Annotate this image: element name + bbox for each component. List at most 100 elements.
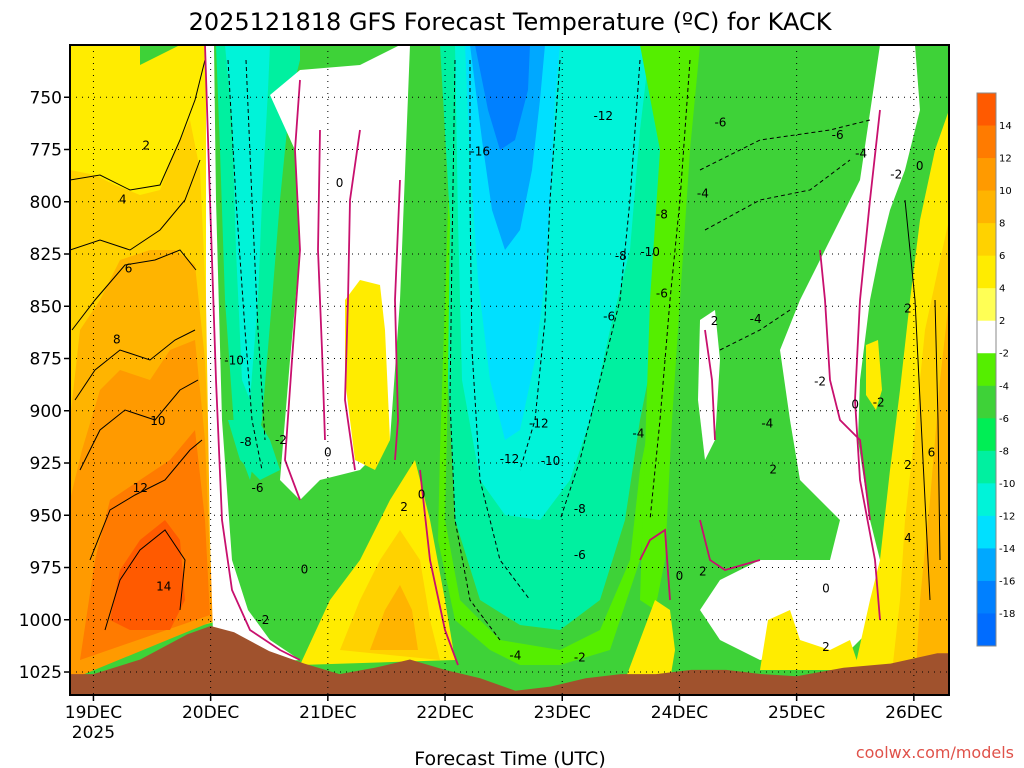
cold-region-right-light — [640, 45, 700, 610]
colorbar-swatch — [977, 418, 996, 452]
contour-label: -12 — [500, 452, 520, 466]
contour-label: -2 — [814, 374, 826, 388]
y-tick-label: 850 — [30, 297, 62, 317]
x-tick-label: 21DEC — [299, 703, 356, 723]
contour-label: -10 — [541, 454, 561, 468]
colorbar-swatch — [977, 190, 996, 224]
colorbar-swatch — [977, 483, 996, 517]
contour-label: 8 — [113, 333, 121, 347]
colorbar-label: 8 — [999, 219, 1005, 230]
colorbar-swatch — [977, 255, 996, 289]
colorbar-label: -14 — [999, 544, 1015, 555]
y-tick-label: 1000 — [19, 611, 62, 631]
colorbar-swatch — [977, 320, 996, 354]
contour-label: -8 — [615, 249, 627, 263]
colorbar-label: -12 — [999, 511, 1015, 522]
colorbar-label: 4 — [999, 284, 1005, 295]
contour-label: -4 — [509, 648, 521, 662]
contour-label: -8 — [240, 435, 252, 449]
contour-label: -4 — [632, 427, 644, 441]
colorbar-swatch — [977, 515, 996, 549]
contour-label: 0 — [916, 159, 924, 173]
colorbar-label: -8 — [999, 446, 1009, 457]
y-tick-label: 925 — [30, 454, 62, 474]
colorbar-swatch — [977, 450, 996, 484]
contour-label: -6 — [832, 128, 844, 142]
contour-label: 2 — [769, 462, 777, 476]
y-tick-label: 775 — [30, 141, 62, 161]
contour-label: 2 — [400, 500, 408, 514]
contour-label: 0 — [324, 446, 332, 460]
contour-label: 0 — [676, 569, 684, 583]
terrain-surface — [70, 626, 949, 695]
contour-label: 2 — [142, 138, 150, 152]
y-tick-label: 800 — [30, 193, 62, 213]
colorbar-label: 6 — [999, 251, 1005, 262]
contour-label: 14 — [156, 579, 171, 593]
contour-label: -4 — [855, 147, 867, 161]
contour-label: -12 — [529, 416, 549, 430]
positive-contours — [70, 59, 941, 631]
y-tick-label: 950 — [30, 506, 62, 526]
colorbar-label: -16 — [999, 576, 1015, 587]
colorbar-swatch — [977, 385, 996, 419]
contour-label: 4 — [904, 531, 912, 545]
contour-label: -6 — [603, 310, 615, 324]
contour-label: 4 — [119, 193, 127, 207]
colorbar-swatch — [977, 93, 996, 127]
colorbar-swatch — [977, 223, 996, 257]
warm-pocket-day2 — [345, 280, 390, 470]
contour-label: -4 — [761, 416, 773, 430]
x-tick-label: 26DEC — [885, 703, 942, 723]
x-tick-label: 23DEC — [534, 703, 591, 723]
x-tick-label: 24DEC — [651, 703, 708, 723]
contour-label: -6 — [252, 481, 264, 495]
contour-label: -12 — [593, 109, 613, 123]
colorbar-label: 14 — [999, 121, 1012, 132]
contour-label: -2 — [873, 395, 885, 409]
colorbar-swatch — [977, 548, 996, 582]
y-tick-label: 975 — [30, 559, 62, 579]
warm-patch-24dec — [625, 600, 675, 680]
colorbar-label: -2 — [999, 349, 1009, 360]
plot-frame — [69, 44, 950, 696]
contour-label: 0 — [418, 487, 426, 501]
colorbar-label: 10 — [999, 186, 1012, 197]
grid-lines — [70, 45, 949, 695]
contour-label: -2 — [257, 613, 269, 627]
contour-label: -2 — [275, 433, 287, 447]
warm-dome-low-inner — [340, 530, 440, 660]
y-tick-label: 900 — [30, 402, 62, 422]
contour-label: -6 — [574, 548, 586, 562]
contour-label: -10 — [224, 354, 244, 368]
contour-label: -6 — [714, 115, 726, 129]
contour-label: 2 — [711, 314, 719, 328]
contour-label: -16 — [470, 145, 490, 159]
colorbar-label: 12 — [999, 154, 1012, 165]
contour-label: 0 — [336, 176, 344, 190]
contour-label: -8 — [656, 207, 668, 221]
negative-contours — [227, 59, 871, 641]
credit-link[interactable]: coolwx.com/models — [856, 743, 1014, 762]
colorbar-label: -10 — [999, 479, 1015, 490]
colorbar: 14 12 10 8 6 4 2 -2 -4 -6 -8 -10 -12 -14 -16 -18 — [976, 92, 1015, 647]
y-tick-label: 875 — [30, 350, 62, 370]
colorbar-swatch — [977, 353, 996, 387]
contour-label: 6 — [928, 446, 936, 460]
contour-label: -4 — [750, 312, 762, 326]
contour-label: 2 — [904, 458, 912, 472]
warm-core — [110, 520, 185, 630]
zero-contours — [204, 45, 881, 666]
contour-label: 0 — [301, 563, 309, 577]
contour-label: 0 — [851, 397, 859, 411]
chart-title: 2025121818 GFS Forecast Temperature (ºC)… — [189, 8, 833, 36]
contour-label: -10 — [640, 245, 660, 259]
colorbar-label: 2 — [999, 316, 1005, 327]
x-tick-year: 2025 — [72, 723, 115, 743]
x-tick-label: 22DEC — [416, 703, 473, 723]
time-axis: 19DEC 20DEC 21DEC 22DEC 23DEC 24DEC 25DEC 26DEC… — [65, 695, 943, 743]
contour-label: -2 — [890, 168, 902, 182]
contour-label: 6 — [125, 262, 133, 276]
